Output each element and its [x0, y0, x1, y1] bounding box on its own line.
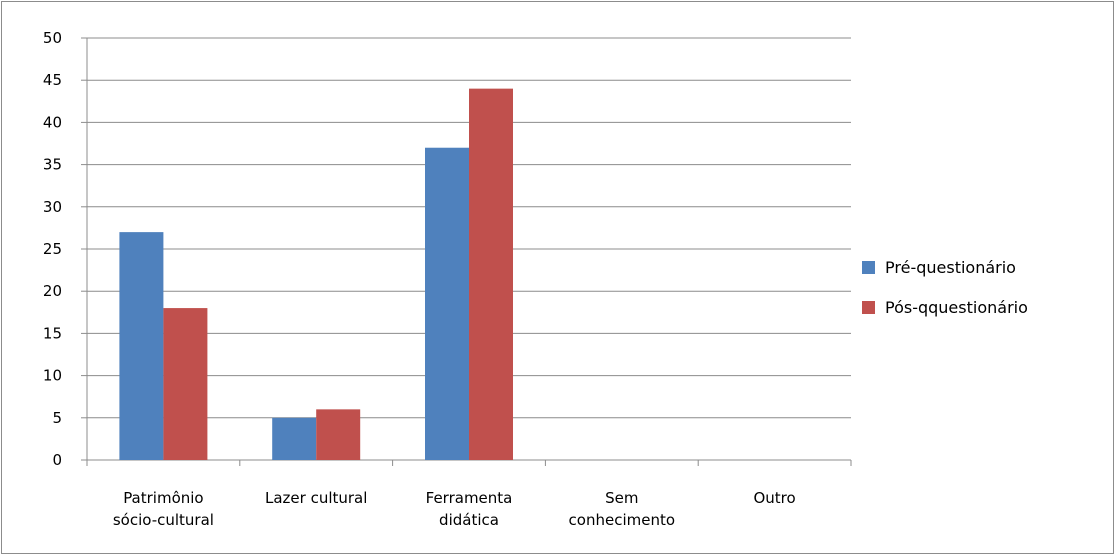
- legend-swatch: [862, 261, 875, 274]
- y-tick-label: 35: [43, 156, 62, 174]
- y-tick-label: 0: [52, 451, 62, 469]
- x-axis: Patrimônio sócio-cultural Lazer cultural Fe…: [86, 459, 852, 529]
- bar-pre-1: [272, 417, 317, 460]
- bar-pos-0: [163, 308, 208, 460]
- bar-pre-0: [119, 232, 164, 460]
- y-axis: 0 5 10 15 20 25 30 35 40 45 50: [43, 29, 88, 469]
- bar-pos-1: [316, 409, 361, 460]
- y-tick-label: 25: [43, 240, 62, 258]
- gridlines: [87, 37, 851, 419]
- legend-label: Pré-questionário: [885, 258, 1016, 277]
- category-label: sócio-cultural: [113, 511, 214, 529]
- category-label: Outro: [753, 489, 795, 507]
- y-tick-label: 50: [43, 29, 62, 47]
- legend-swatch: [862, 301, 875, 314]
- bars: [119, 88, 513, 460]
- y-tick-label: 30: [43, 198, 62, 216]
- category-label: conhecimento: [569, 511, 676, 529]
- category-label: Sem: [605, 489, 638, 507]
- category-label: Lazer cultural: [265, 489, 367, 507]
- category-label: Ferramenta: [426, 489, 513, 507]
- legend-label: Pós-qquestionário: [885, 298, 1028, 317]
- y-tick-label: 15: [43, 324, 62, 342]
- category-label: Patrimônio: [123, 489, 203, 507]
- y-tick-label: 45: [43, 71, 62, 89]
- y-tick-label: 20: [43, 282, 62, 300]
- category-label: didática: [439, 511, 499, 529]
- legend: Pré-questionário Pós-qquestionário: [862, 258, 1028, 317]
- y-tick-label: 40: [43, 113, 62, 131]
- y-tick-label: 10: [43, 367, 62, 385]
- y-tick-label: 5: [52, 409, 62, 427]
- bar-pre-2: [425, 147, 469, 460]
- bar-pos-2: [469, 88, 513, 460]
